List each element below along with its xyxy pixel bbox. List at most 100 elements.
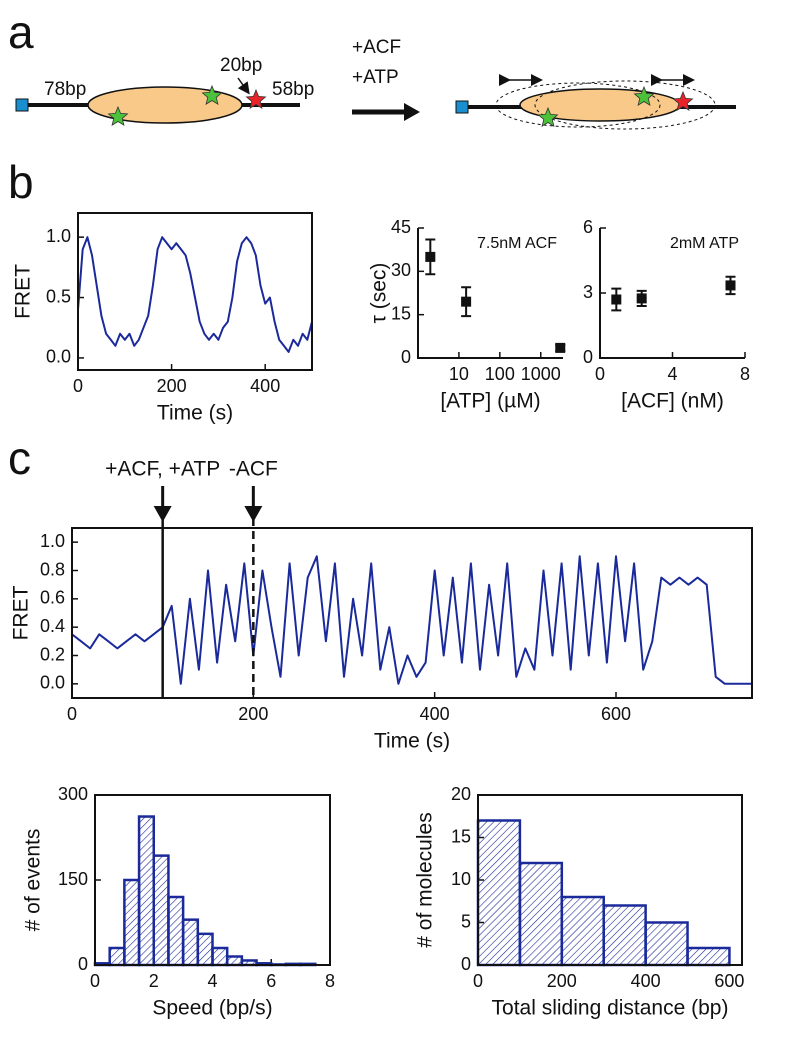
chart: 0.0 0.2 0.4 0.6 0.8 1.0 0 200 400 600 Time (s) FRET… [10,458,753,753]
trace [77,236,313,353]
nucleosome-ghost [534,80,716,130]
y-tick-label: 0.0 [46,347,71,367]
x-axis-label: Speed (bp/s) [152,997,272,1020]
x-axis-label: Time (s) [374,730,450,753]
diagram: 78bp 20bp 58bp +ACF +ATP [15,37,736,130]
arrow-head [404,103,420,121]
panel-label: a [8,6,34,58]
bar [152,854,170,967]
x-tick-label: 0 [90,971,100,991]
bar [196,932,214,967]
x-tick-label: 6 [266,971,276,991]
frame [94,794,331,966]
x-tick-label: 200 [157,376,187,396]
y-tick-label: 20 [451,784,471,804]
y-tick-label: 0 [401,347,411,367]
bar [167,895,185,967]
y-tick-label: 300 [58,784,88,804]
axes [417,228,563,359]
bar [560,895,605,967]
x-tick-label: 400 [420,704,450,724]
y-tick-label: 1.0 [40,531,65,551]
y-axis-label: τ (sec) [368,263,391,324]
y-axis-label: FRET [10,585,33,640]
reagent: +ATP [352,67,399,88]
y-tick-label: 0 [583,347,593,367]
x-tick-label: 2 [149,971,159,991]
pointer [237,77,250,95]
x-tick-label: 0 [473,971,483,991]
annotation: 7.5nM ACF [477,235,557,252]
frame [477,794,743,966]
x-tick-label: 4 [207,971,217,991]
y-tick-label: 0 [461,954,471,974]
y-tick-label: 15 [451,826,471,846]
event-label: +ACF, +ATP [105,458,220,481]
y-axis-label: # of molecules [414,812,437,947]
frame [77,212,313,371]
x-axis-label: [ATP] (µM) [440,390,540,413]
point [555,342,566,353]
y-tick-label: 45 [391,217,411,237]
point [425,251,436,262]
nucleosome-ghost [495,82,661,128]
panel-label: b [8,156,34,208]
y-tick-label: 0.0 [40,673,65,693]
x-tick-label: 600 [601,704,631,724]
bar [211,946,229,967]
point [461,296,472,307]
point [611,294,622,305]
bar [108,946,126,967]
reagent: +ACF [352,37,401,58]
frame [71,527,753,699]
annotation: 2mM ATP [670,235,739,252]
y-tick-label: 30 [391,260,411,280]
chart: 0.0 0.5 1.0 0 200 400 Time (s) FRET [12,212,313,425]
event-arrow-head [244,506,263,522]
x-axis-label: Time (s) [157,402,233,425]
panel-label: c [8,432,31,484]
y-tick-label: 0.5 [46,286,71,306]
x-tick-label: 400 [631,971,661,991]
bar [225,955,244,967]
bar [644,921,689,967]
bar [137,815,155,967]
chart: 0 3 6 0 4 8 [ACF] (nM) 2mM ATP [583,217,750,413]
label: 20bp [220,55,262,76]
y-tick-label: 15 [391,303,411,323]
chart: 0 150 300 0 2 4 6 8 Speed (bp/s) # of events [22,784,335,1020]
chart: 0 15 30 45 10 100 1000 [ATP] (µM) τ (sec) 7.5nM A… [368,217,566,413]
x-tick-label: 10 [449,364,469,384]
x-tick-label: 0 [595,364,605,384]
x-tick-label: 4 [667,364,677,384]
x-axis-label: Total sliding distance (bp) [492,997,729,1020]
bar [476,819,522,967]
event-arrow-head [153,506,172,522]
y-tick-label: 0.4 [40,616,65,636]
bar [518,861,564,967]
biotin [455,100,469,114]
x-tick-label: 100 [485,364,515,384]
y-tick-label: 0.6 [40,588,65,608]
label: 58bp [272,79,314,100]
y-axis-label: FRET [12,264,35,319]
point [725,280,736,291]
y-tick-label: 0.8 [40,559,65,579]
x-tick-label: 8 [325,971,335,991]
x-tick-label: 0 [67,704,77,724]
trace [71,555,752,685]
event-label: -ACF [229,458,278,481]
x-tick-label: 200 [238,704,268,724]
x-axis-label: [ACF] (nM) [621,390,724,413]
biotin [15,98,29,112]
y-tick-label: 6 [583,217,593,237]
y-tick-label: 5 [461,911,471,931]
bar [181,918,200,967]
x-tick-label: 0 [73,376,83,396]
y-axis-label: # of events [22,829,45,932]
axes [599,228,745,359]
y-tick-label: 1.0 [46,226,71,246]
point [636,293,647,304]
